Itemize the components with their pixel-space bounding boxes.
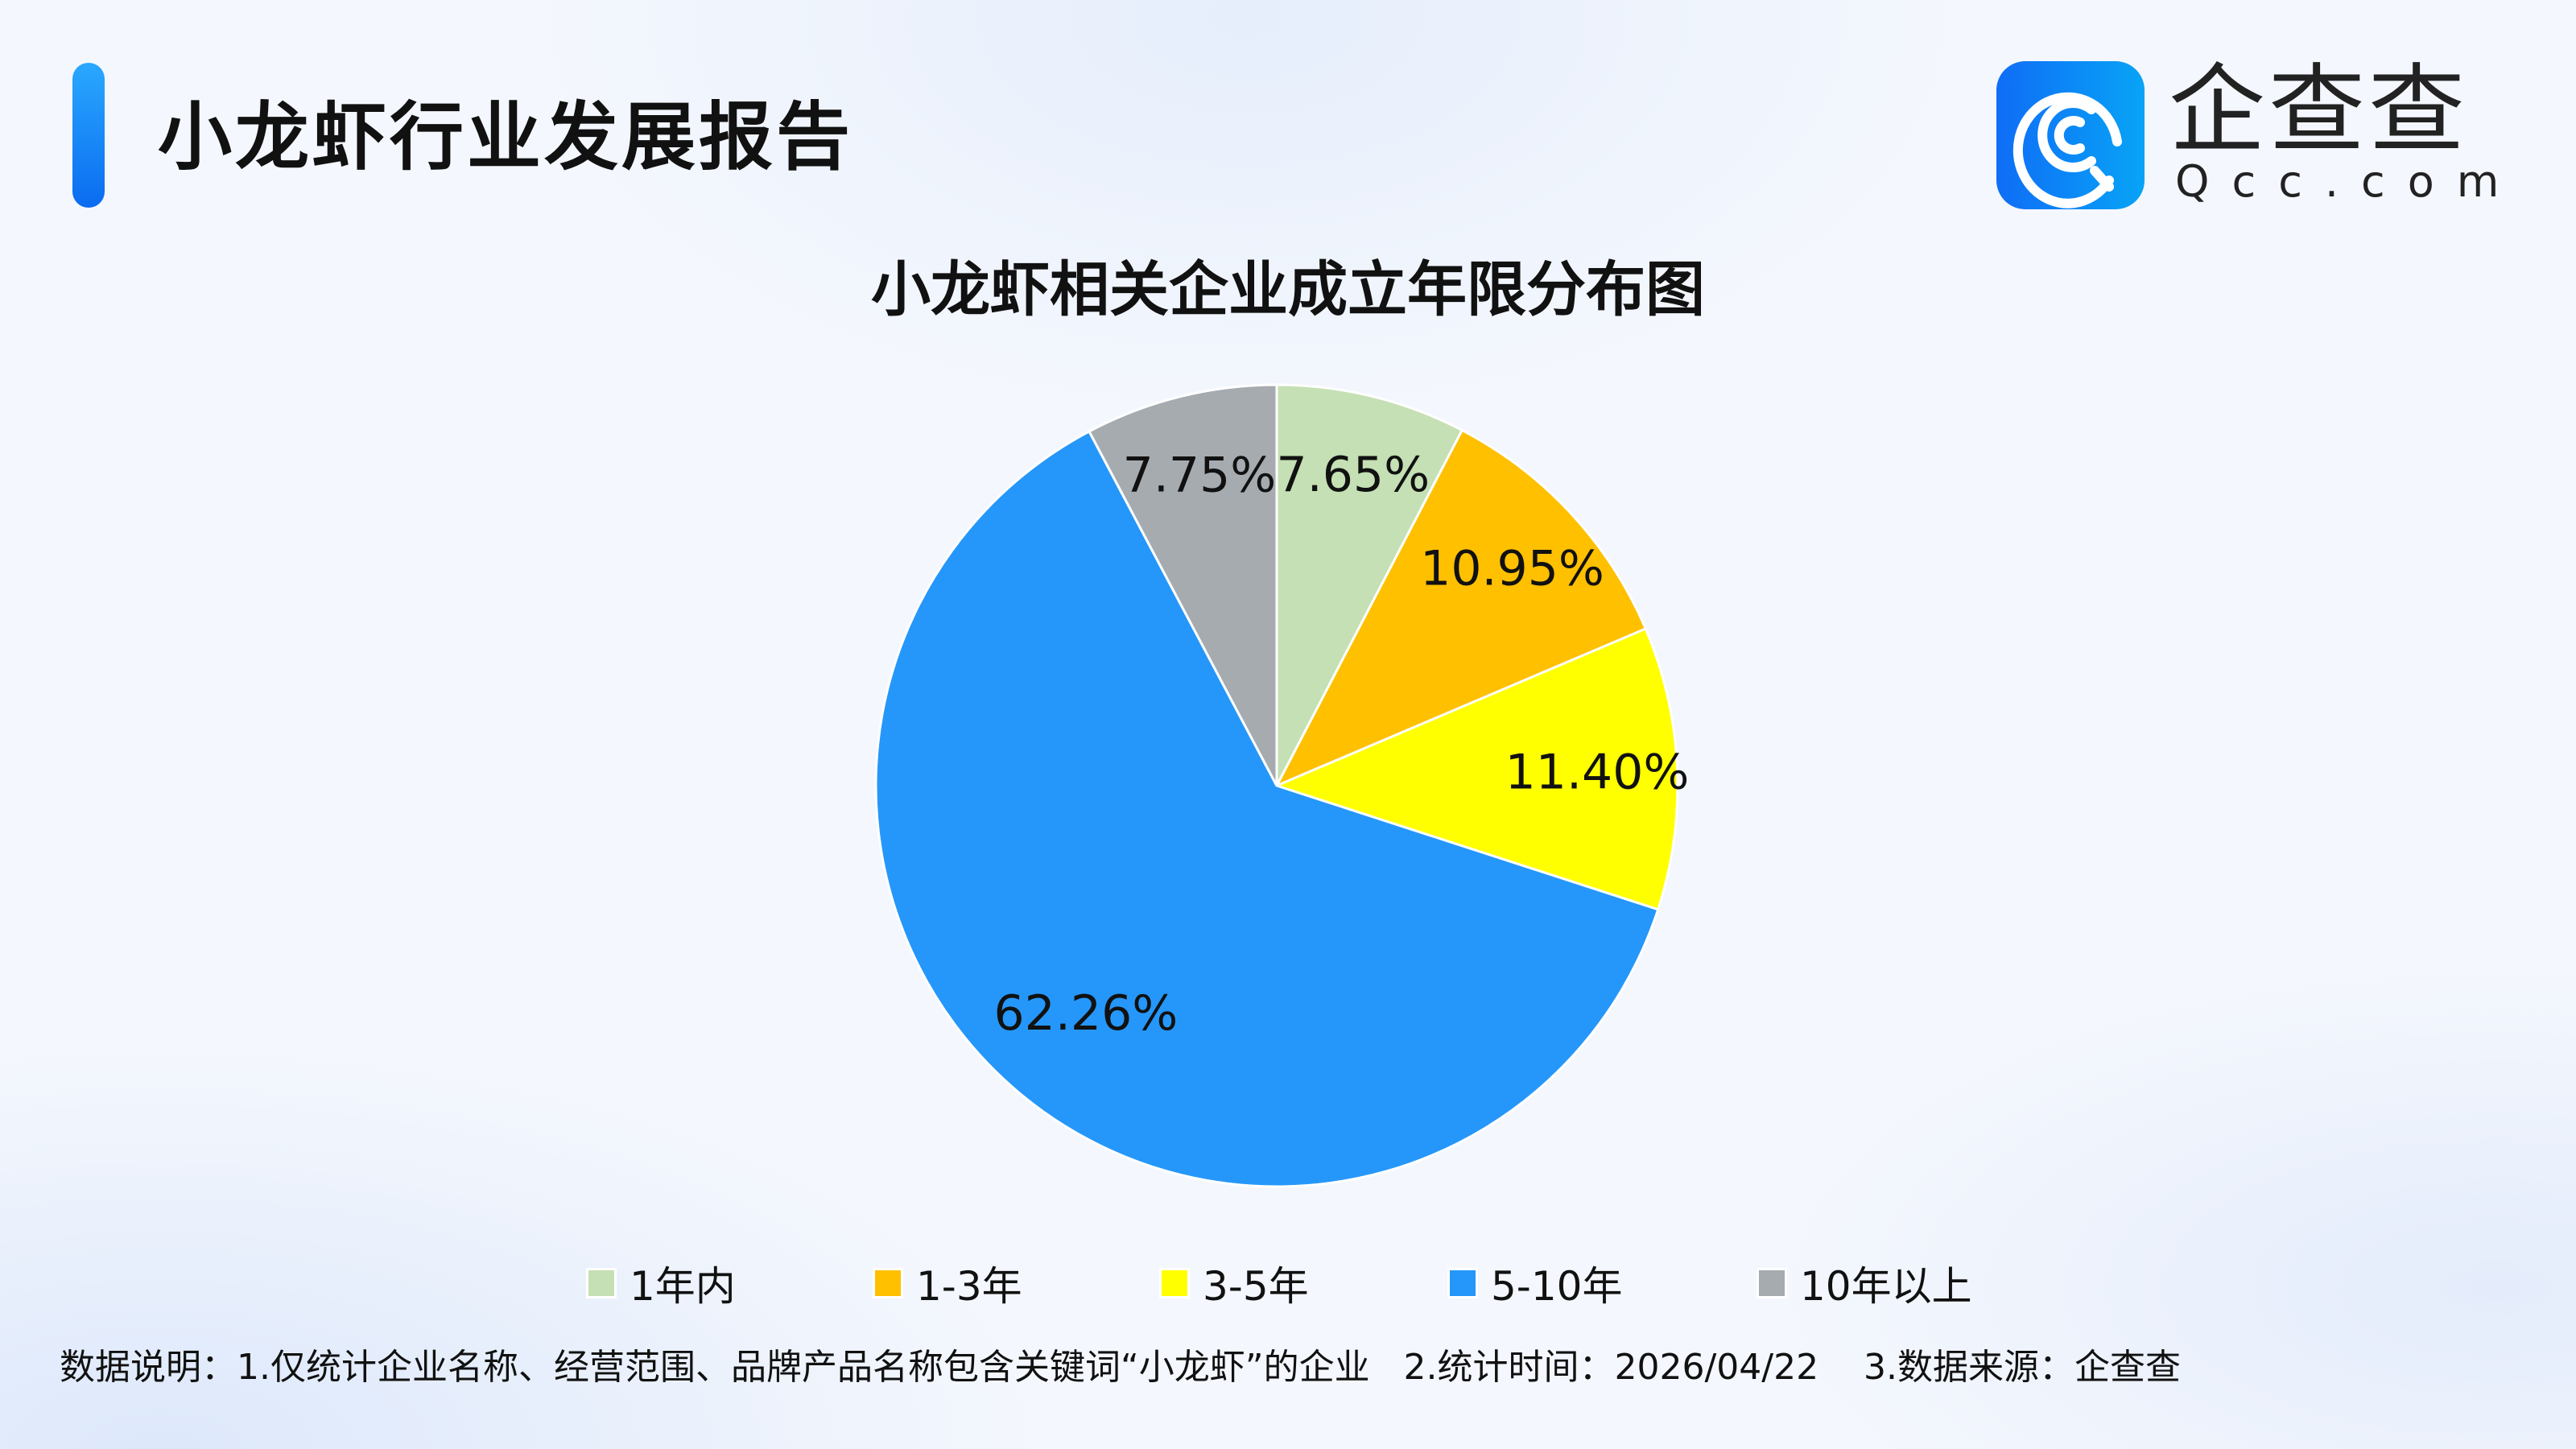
legend-label: 5-10年 <box>1491 1263 1623 1310</box>
legend-swatch <box>1159 1268 1190 1298</box>
pie-slice-2 <box>1274 428 1648 789</box>
data-note: 数据说明：1.仅统计企业名称、经营范围、品牌产品名称包含关键词“小龙虾”的企业 … <box>60 1347 2182 1388</box>
legend-label: 1-3年 <box>916 1263 1022 1310</box>
data-label-4: 62.26% <box>994 985 1179 1042</box>
chart-title: 小龙虾相关企业成立年限分布图 <box>871 255 1705 324</box>
legend: 1年内 1-3年 3-5年 5-10年 10年以上 <box>0 1254 2576 1311</box>
qcc-logo: 企查查 Qcc.com <box>1996 55 2499 209</box>
data-label-1: 7.65% <box>1277 447 1430 503</box>
legend-item-3: 3-5年 <box>1159 1254 1309 1312</box>
legend-item-4: 5-10年 <box>1447 1254 1622 1312</box>
legend-swatch <box>873 1268 903 1298</box>
pie-slice-3 <box>1273 627 1679 911</box>
pie-slice-5 <box>1087 383 1278 786</box>
legend-swatch <box>1757 1268 1787 1298</box>
legend-swatch <box>1447 1268 1478 1298</box>
data-label-2: 10.95% <box>1420 541 1604 597</box>
pie-slice-4 <box>874 429 1660 1188</box>
page-title: 小龙虾行业发展报告 <box>158 94 854 180</box>
legend-label: 10年以上 <box>1800 1263 1972 1310</box>
legend-item-1: 1年内 <box>586 1254 736 1312</box>
qcc-logo-icon <box>1996 61 2145 209</box>
legend-label: 1年内 <box>630 1263 736 1310</box>
qcc-logo-text-cn: 企查查 <box>2169 55 2468 167</box>
legend-item-2: 1-3年 <box>873 1254 1022 1312</box>
title-accent-bar <box>72 63 105 208</box>
legend-swatch <box>586 1268 617 1298</box>
legend-label: 3-5年 <box>1203 1263 1309 1310</box>
pie-slice-1 <box>1275 383 1464 786</box>
legend-item-5: 10年以上 <box>1757 1254 1972 1312</box>
data-label-3: 11.40% <box>1505 744 1690 800</box>
qcc-logo-text-en: Qcc.com <box>2175 156 2522 207</box>
data-label-5: 7.75% <box>1123 447 1277 503</box>
